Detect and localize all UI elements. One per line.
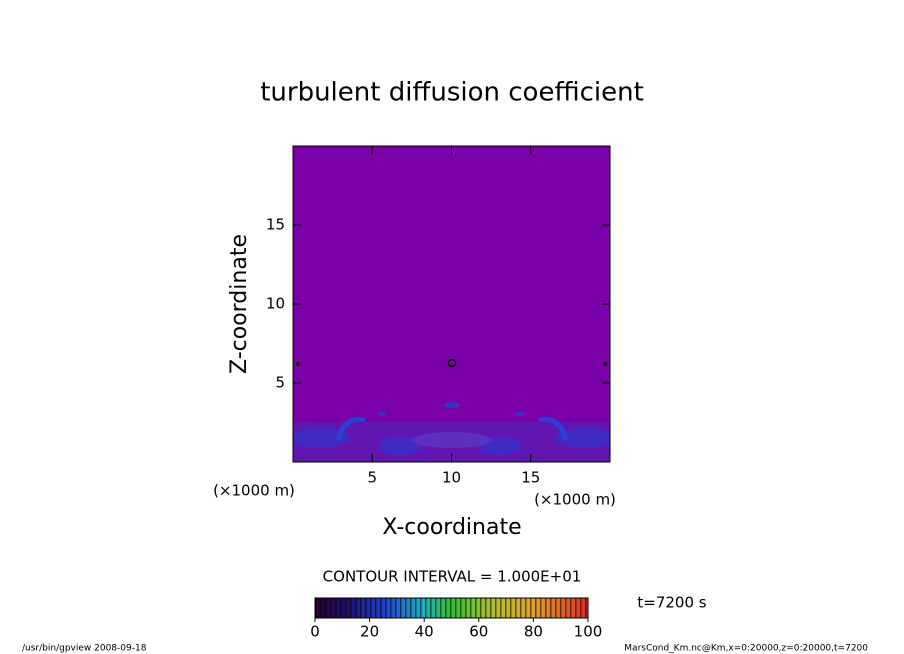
colorbar-tick-label: 60 [469, 623, 488, 641]
x-unit-right: (×1000 m) [534, 491, 616, 509]
footer-right: MarsCond_Km.nc@Km,x=0:20000,z=0:20000,t=… [624, 644, 868, 654]
x-tick-label: 10 [442, 469, 461, 487]
y-tick-label: 10 [266, 295, 285, 313]
y-tick-label: 5 [275, 374, 285, 392]
y-axis-label: Z-coordinate [227, 234, 252, 374]
y-tick-label: 15 [266, 216, 285, 234]
colorbar-frame [314, 597, 589, 619]
time-label: t=7200 s [637, 594, 706, 612]
colorbar-stripes [315, 598, 588, 618]
chart-title: turbulent diffusion coefficient [260, 78, 644, 108]
x-axis-label: X-coordinate [382, 515, 521, 540]
x-tick-label: 5 [367, 469, 377, 487]
contour-field [293, 146, 610, 462]
colorbar-tick-label: 20 [360, 623, 379, 641]
colorbar-tick-label: 100 [574, 623, 603, 641]
contour-interval: CONTOUR INTERVAL = 1.000E+01 [323, 568, 582, 586]
x-tick-label: 15 [521, 469, 540, 487]
colorbar-tick-label: 0 [310, 623, 320, 641]
x-unit: (×1000 m) [213, 482, 295, 500]
colorbar-tick-label: 40 [415, 623, 434, 641]
colorbar-tick-label: 80 [524, 623, 543, 641]
footer-left: /usr/bin/gpview 2008-09-18 [22, 644, 147, 654]
